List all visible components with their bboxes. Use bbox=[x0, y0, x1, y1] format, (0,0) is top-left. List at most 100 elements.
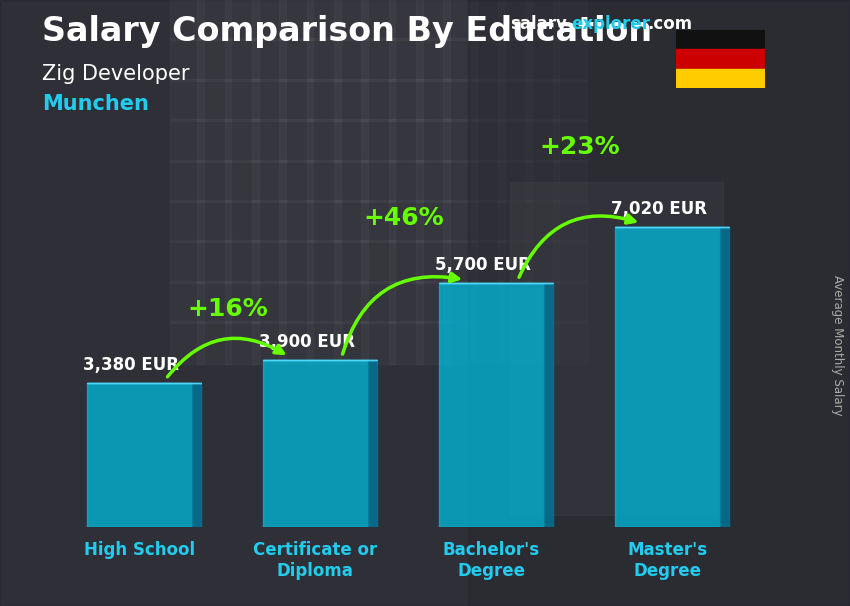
Bar bbox=[334, 119, 368, 162]
Bar bbox=[334, 159, 368, 202]
Bar bbox=[197, 38, 231, 81]
Bar bbox=[224, 119, 258, 162]
Bar bbox=[361, 79, 395, 121]
Bar bbox=[307, 0, 341, 41]
Bar bbox=[87, 382, 192, 527]
Bar bbox=[443, 79, 477, 121]
Bar bbox=[197, 159, 231, 202]
Bar bbox=[252, 200, 286, 242]
Bar bbox=[224, 159, 258, 202]
Text: Salary Comparison By Education: Salary Comparison By Education bbox=[42, 15, 653, 48]
Bar bbox=[443, 159, 477, 202]
Bar bbox=[416, 0, 450, 41]
Bar bbox=[307, 159, 341, 202]
Bar bbox=[525, 241, 559, 283]
Bar bbox=[361, 159, 395, 202]
Bar bbox=[361, 241, 395, 283]
Bar bbox=[552, 38, 586, 81]
Bar bbox=[252, 0, 286, 41]
Bar bbox=[252, 241, 286, 283]
Bar bbox=[416, 38, 450, 81]
Text: +16%: +16% bbox=[187, 298, 268, 322]
Bar bbox=[334, 281, 368, 323]
Bar bbox=[443, 241, 477, 283]
Bar bbox=[361, 200, 395, 242]
Bar bbox=[224, 38, 258, 81]
Bar bbox=[676, 50, 765, 68]
Bar bbox=[252, 281, 286, 323]
Bar bbox=[552, 119, 586, 162]
Bar bbox=[525, 38, 559, 81]
Bar bbox=[498, 119, 532, 162]
Bar bbox=[552, 200, 586, 242]
Bar bbox=[170, 119, 204, 162]
Text: 3,900 EUR: 3,900 EUR bbox=[258, 333, 354, 351]
Bar bbox=[280, 38, 314, 81]
Text: Zig Developer: Zig Developer bbox=[42, 64, 190, 84]
Bar bbox=[525, 0, 559, 41]
Bar bbox=[388, 200, 422, 242]
Bar bbox=[552, 0, 586, 41]
Bar bbox=[498, 321, 532, 364]
Bar bbox=[552, 321, 586, 364]
Text: salary: salary bbox=[510, 15, 567, 33]
Bar bbox=[252, 159, 286, 202]
Bar bbox=[197, 200, 231, 242]
Bar bbox=[170, 38, 204, 81]
Bar bbox=[498, 281, 532, 323]
Bar bbox=[197, 79, 231, 121]
Bar bbox=[170, 200, 204, 242]
Bar bbox=[525, 159, 559, 202]
Bar bbox=[552, 79, 586, 121]
Bar bbox=[416, 200, 450, 242]
Text: Munchen: Munchen bbox=[42, 94, 150, 114]
Bar bbox=[307, 321, 341, 364]
Bar bbox=[471, 321, 505, 364]
Bar bbox=[416, 79, 450, 121]
Bar bbox=[388, 0, 422, 41]
Bar bbox=[498, 241, 532, 283]
Bar bbox=[676, 68, 765, 88]
Bar bbox=[224, 200, 258, 242]
Bar bbox=[416, 281, 450, 323]
Bar bbox=[615, 227, 720, 527]
Bar bbox=[361, 321, 395, 364]
Bar bbox=[334, 321, 368, 364]
Bar bbox=[388, 119, 422, 162]
Bar bbox=[416, 321, 450, 364]
Bar bbox=[334, 200, 368, 242]
Bar bbox=[525, 200, 559, 242]
Bar bbox=[443, 321, 477, 364]
Bar bbox=[552, 281, 586, 323]
Bar bbox=[471, 119, 505, 162]
Polygon shape bbox=[192, 382, 201, 527]
Polygon shape bbox=[544, 284, 553, 527]
Bar bbox=[224, 321, 258, 364]
Bar bbox=[197, 321, 231, 364]
Bar bbox=[525, 321, 559, 364]
Bar bbox=[197, 281, 231, 323]
Bar bbox=[252, 38, 286, 81]
Bar bbox=[252, 119, 286, 162]
Bar bbox=[307, 200, 341, 242]
Bar bbox=[307, 281, 341, 323]
Bar bbox=[307, 38, 341, 81]
Bar bbox=[280, 281, 314, 323]
Bar bbox=[224, 79, 258, 121]
Bar bbox=[224, 0, 258, 41]
Bar bbox=[170, 79, 204, 121]
Bar bbox=[361, 0, 395, 41]
Bar bbox=[361, 119, 395, 162]
Bar bbox=[334, 241, 368, 283]
Bar bbox=[471, 200, 505, 242]
Bar bbox=[224, 281, 258, 323]
Bar bbox=[280, 79, 314, 121]
Bar bbox=[334, 0, 368, 41]
Bar bbox=[439, 284, 544, 527]
Bar bbox=[525, 119, 559, 162]
Bar bbox=[552, 241, 586, 283]
Bar bbox=[388, 281, 422, 323]
Bar bbox=[307, 119, 341, 162]
Bar bbox=[307, 241, 341, 283]
Bar bbox=[676, 30, 765, 50]
